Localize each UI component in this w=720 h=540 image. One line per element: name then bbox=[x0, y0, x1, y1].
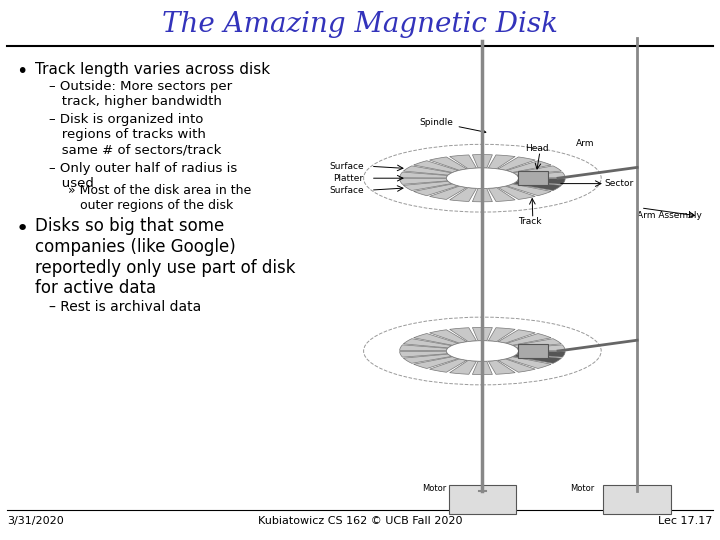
Polygon shape bbox=[400, 172, 448, 178]
Polygon shape bbox=[400, 351, 448, 357]
Polygon shape bbox=[403, 181, 451, 191]
Polygon shape bbox=[450, 360, 477, 374]
Text: Track: Track bbox=[518, 217, 542, 226]
Polygon shape bbox=[507, 184, 551, 195]
Polygon shape bbox=[400, 345, 448, 351]
Polygon shape bbox=[430, 359, 467, 372]
Polygon shape bbox=[414, 357, 458, 368]
Polygon shape bbox=[517, 351, 565, 357]
Polygon shape bbox=[507, 357, 551, 368]
Text: – Rest is archival data: – Rest is archival data bbox=[49, 300, 201, 314]
Text: Spindle: Spindle bbox=[420, 118, 486, 133]
Text: Arm Assembly: Arm Assembly bbox=[637, 212, 702, 220]
Polygon shape bbox=[498, 330, 535, 343]
FancyBboxPatch shape bbox=[518, 344, 548, 358]
Text: Arm: Arm bbox=[576, 139, 595, 147]
Text: Track length varies across disk: Track length varies across disk bbox=[35, 62, 270, 77]
Text: •: • bbox=[16, 62, 27, 81]
Polygon shape bbox=[513, 339, 562, 348]
Polygon shape bbox=[414, 161, 458, 172]
FancyBboxPatch shape bbox=[603, 485, 671, 514]
Text: •: • bbox=[16, 219, 29, 239]
Polygon shape bbox=[498, 359, 535, 372]
Text: Motor: Motor bbox=[422, 484, 446, 493]
Polygon shape bbox=[498, 157, 535, 170]
Polygon shape bbox=[450, 328, 477, 342]
Text: Kubiatowicz CS 162 © UCB Fall 2020: Kubiatowicz CS 162 © UCB Fall 2020 bbox=[258, 516, 462, 526]
Polygon shape bbox=[472, 361, 492, 375]
Polygon shape bbox=[517, 178, 565, 184]
Text: Motor: Motor bbox=[570, 484, 594, 493]
Polygon shape bbox=[430, 330, 467, 343]
Text: Sector: Sector bbox=[605, 179, 634, 188]
Polygon shape bbox=[430, 157, 467, 170]
Ellipse shape bbox=[446, 168, 518, 188]
Text: – Disk is organized into
   regions of tracks with
   same # of sectors/track: – Disk is organized into regions of trac… bbox=[49, 113, 221, 157]
Polygon shape bbox=[513, 181, 562, 191]
Text: 3/31/2020: 3/31/2020 bbox=[7, 516, 64, 526]
Polygon shape bbox=[517, 172, 565, 178]
Polygon shape bbox=[488, 328, 515, 342]
Polygon shape bbox=[498, 186, 535, 199]
Polygon shape bbox=[403, 339, 451, 348]
Polygon shape bbox=[507, 161, 551, 172]
Text: Lec 17.17: Lec 17.17 bbox=[658, 516, 713, 526]
Polygon shape bbox=[472, 188, 492, 202]
Polygon shape bbox=[403, 354, 451, 363]
Text: Head: Head bbox=[526, 144, 549, 153]
Ellipse shape bbox=[446, 341, 518, 361]
FancyBboxPatch shape bbox=[518, 171, 548, 185]
Text: » Most of the disk area in the
   outer regions of the disk: » Most of the disk area in the outer reg… bbox=[68, 184, 252, 212]
Polygon shape bbox=[507, 334, 551, 345]
Polygon shape bbox=[472, 154, 492, 168]
Polygon shape bbox=[450, 187, 477, 201]
Polygon shape bbox=[513, 354, 562, 363]
Text: The Amazing Magnetic Disk: The Amazing Magnetic Disk bbox=[162, 11, 558, 38]
Polygon shape bbox=[450, 155, 477, 169]
Text: – Only outer half of radius is
   used: – Only outer half of radius is used bbox=[49, 162, 237, 190]
Text: Surface: Surface bbox=[329, 162, 364, 171]
Polygon shape bbox=[517, 345, 565, 351]
Text: Disks so big that some
companies (like Google)
reportedly only use part of disk
: Disks so big that some companies (like G… bbox=[35, 217, 295, 298]
FancyBboxPatch shape bbox=[449, 485, 516, 514]
Polygon shape bbox=[488, 155, 515, 169]
Polygon shape bbox=[403, 166, 451, 175]
Polygon shape bbox=[414, 334, 458, 345]
Polygon shape bbox=[488, 187, 515, 201]
Polygon shape bbox=[488, 360, 515, 374]
Polygon shape bbox=[430, 186, 467, 199]
Polygon shape bbox=[513, 166, 562, 175]
Text: – Outside: More sectors per
   track, higher bandwidth: – Outside: More sectors per track, highe… bbox=[49, 80, 232, 108]
Text: Surface: Surface bbox=[329, 186, 364, 194]
Text: Platter: Platter bbox=[333, 174, 364, 183]
Polygon shape bbox=[472, 327, 492, 341]
Polygon shape bbox=[400, 178, 448, 184]
Polygon shape bbox=[414, 184, 458, 195]
